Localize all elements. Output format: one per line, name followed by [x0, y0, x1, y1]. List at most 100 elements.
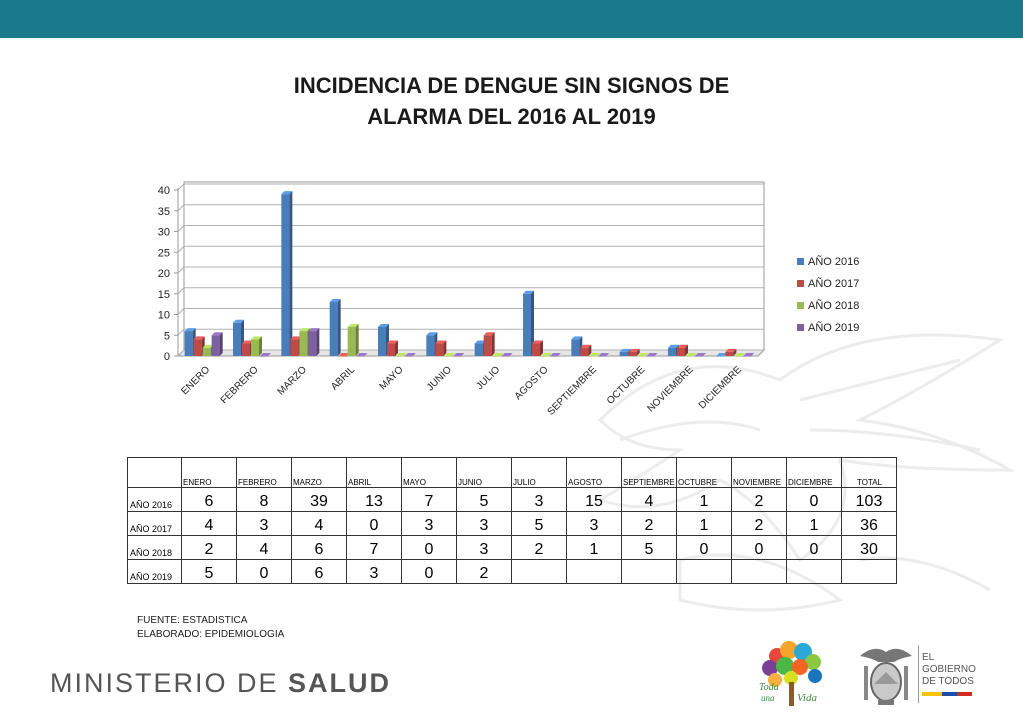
table-header-cell: DICIEMBRE [786, 457, 842, 488]
x-tick-label: AGOSTO [513, 364, 551, 402]
y-tick-label: 35 [158, 206, 170, 218]
table-header-cell: AGOSTO [566, 457, 622, 488]
gridline [177, 328, 185, 336]
table-cell: 2 [731, 511, 787, 536]
bar [637, 353, 649, 357]
legend-label: AÑO 2018 [808, 299, 859, 312]
bar [396, 353, 407, 357]
table-cell: 0 [346, 511, 402, 536]
bar [338, 353, 350, 357]
table-row: AÑO 2018 2 4 6 7 0 3 2 1 5 0 0 0 30 [127, 535, 897, 560]
table-cell [566, 559, 622, 584]
table-cell [511, 559, 567, 584]
table-cell: 15 [566, 487, 622, 512]
bar [501, 353, 513, 357]
bar [628, 348, 640, 356]
table-header-cell: OCTUBRE [676, 457, 732, 488]
table-cell [676, 559, 732, 584]
table-cell: 6 [291, 559, 347, 584]
legend-label: AÑO 2019 [808, 321, 859, 334]
chart-title-line-1: INCIDENCIA DE DENGUE SIN SIGNOS DE [293, 73, 730, 98]
table-header-cell: TOTAL [841, 457, 897, 488]
y-tick-label: 25 [158, 247, 170, 259]
table-cell: 1 [676, 511, 732, 536]
x-tick-label: NOVIEMBRE [645, 364, 695, 414]
bar [260, 353, 271, 357]
gobierno-de-todos-logo: EL GOBIERNO DE TODOS [922, 652, 976, 702]
bar [281, 191, 293, 356]
table-header-cell: MAYO [401, 457, 457, 488]
table-cell: 36 [841, 511, 897, 536]
bar [492, 353, 504, 357]
gov-line-1: EL [922, 652, 935, 663]
table-cell: 7 [401, 487, 457, 512]
table-cell: 3 [346, 559, 402, 584]
table-cell: 2 [511, 535, 567, 560]
legend-label: AÑO 2016 [808, 255, 859, 268]
y-tick-label: 15 [158, 289, 170, 301]
chart-back-wall [183, 181, 765, 351]
x-tick-label: MAYO [378, 364, 406, 392]
chart-title-line-2: ALARMA DEL 2016 AL 2019 [367, 104, 656, 129]
table-cell: 3 [566, 511, 622, 536]
bar [686, 353, 697, 357]
gridline [177, 204, 185, 212]
bar [211, 332, 223, 356]
footer-author: ELABORADO: EPIDEMIOLOGIA [137, 629, 285, 640]
table-cell: 1 [786, 511, 842, 536]
table-header-cell: FEBRERO [236, 457, 292, 488]
table-header-cell: NOVIEMBRE [731, 457, 787, 488]
y-tick-label: 5 [164, 330, 170, 342]
legend-swatch [797, 258, 804, 265]
bar [716, 353, 728, 357]
table-row: AÑO 2016 6 8 39 13 7 5 3 15 4 1 2 0 103 [127, 487, 897, 512]
table-cell: 2 [621, 511, 677, 536]
legend-swatch [797, 302, 804, 309]
y-tick-label: 30 [158, 227, 170, 239]
bar [541, 353, 552, 357]
y-tick-label: 0 [164, 351, 170, 363]
table-cell: 4 [236, 535, 292, 560]
ministry-name-light: MINISTERIO DE [50, 668, 289, 698]
table-cell: 3 [236, 511, 292, 536]
ministry-logo: MINISTERIO DE SALUD [50, 668, 391, 699]
table-cell: 1 [676, 487, 732, 512]
bar [308, 328, 320, 356]
logo-text-una: una [761, 693, 775, 703]
bar [695, 353, 706, 357]
gridline [177, 349, 185, 357]
x-tick-label: JULIO [474, 364, 502, 392]
table-cell: 3 [511, 487, 567, 512]
logo-divider [918, 645, 919, 703]
table-corner-cell [127, 457, 182, 488]
table-cell: 4 [181, 511, 237, 536]
table-row-label: AÑO 2016 [127, 487, 182, 512]
x-tick-label: JUNIO [425, 364, 454, 393]
table-cell: 0 [236, 559, 292, 584]
table-cell: 7 [346, 535, 402, 560]
table-cell [786, 559, 842, 584]
gridline [177, 266, 185, 274]
gridline [177, 287, 185, 295]
table-cell: 6 [291, 535, 347, 560]
table-cell: 0 [401, 559, 457, 584]
table-cell: 4 [291, 511, 347, 536]
table-cell: 6 [181, 487, 237, 512]
table-cell: 4 [621, 487, 677, 512]
table-header-cell: SEPTIEMBRE [621, 457, 677, 488]
table-cell: 5 [511, 511, 567, 536]
legend-swatch [797, 280, 804, 287]
bar [523, 290, 534, 356]
table-cell: 0 [786, 535, 842, 560]
footer-source: FUENTE: ESTADISTICA [137, 615, 248, 626]
gridline [177, 225, 185, 232]
bar [646, 353, 658, 357]
bar [483, 332, 495, 356]
logo-text-vida: Vida [797, 692, 817, 704]
table-row-label: AÑO 2017 [127, 511, 182, 536]
bar [347, 323, 359, 356]
table-header-cell: JUNIO [456, 457, 512, 488]
table-row-label: AÑO 2019 [127, 559, 182, 584]
legend-swatch [797, 324, 804, 331]
x-tick-label: DICIEMBRE [697, 364, 744, 411]
